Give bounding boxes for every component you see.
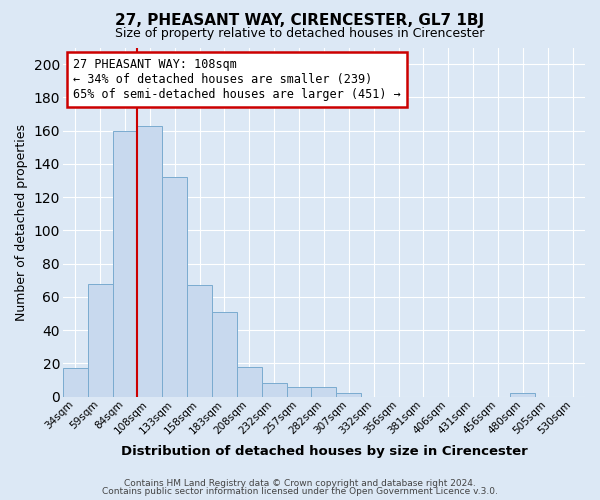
Bar [212,312,237,396]
Bar [137,126,162,396]
Text: 27 PHEASANT WAY: 108sqm
← 34% of detached houses are smaller (239)
65% of semi-d: 27 PHEASANT WAY: 108sqm ← 34% of detache… [73,58,401,101]
Bar [162,177,187,396]
Bar [237,366,262,396]
Bar [511,393,535,396]
Text: Size of property relative to detached houses in Cirencester: Size of property relative to detached ho… [115,28,485,40]
Text: 27, PHEASANT WAY, CIRENCESTER, GL7 1BJ: 27, PHEASANT WAY, CIRENCESTER, GL7 1BJ [115,12,485,28]
Bar [262,383,287,396]
X-axis label: Distribution of detached houses by size in Cirencester: Distribution of detached houses by size … [121,444,527,458]
Bar [187,285,212,397]
Bar [287,386,311,396]
Bar [88,284,113,397]
Bar [63,368,88,396]
Y-axis label: Number of detached properties: Number of detached properties [15,124,28,320]
Bar [113,130,137,396]
Text: Contains HM Land Registry data © Crown copyright and database right 2024.: Contains HM Land Registry data © Crown c… [124,478,476,488]
Bar [337,393,361,396]
Bar [311,386,337,396]
Text: Contains public sector information licensed under the Open Government Licence v.: Contains public sector information licen… [102,487,498,496]
